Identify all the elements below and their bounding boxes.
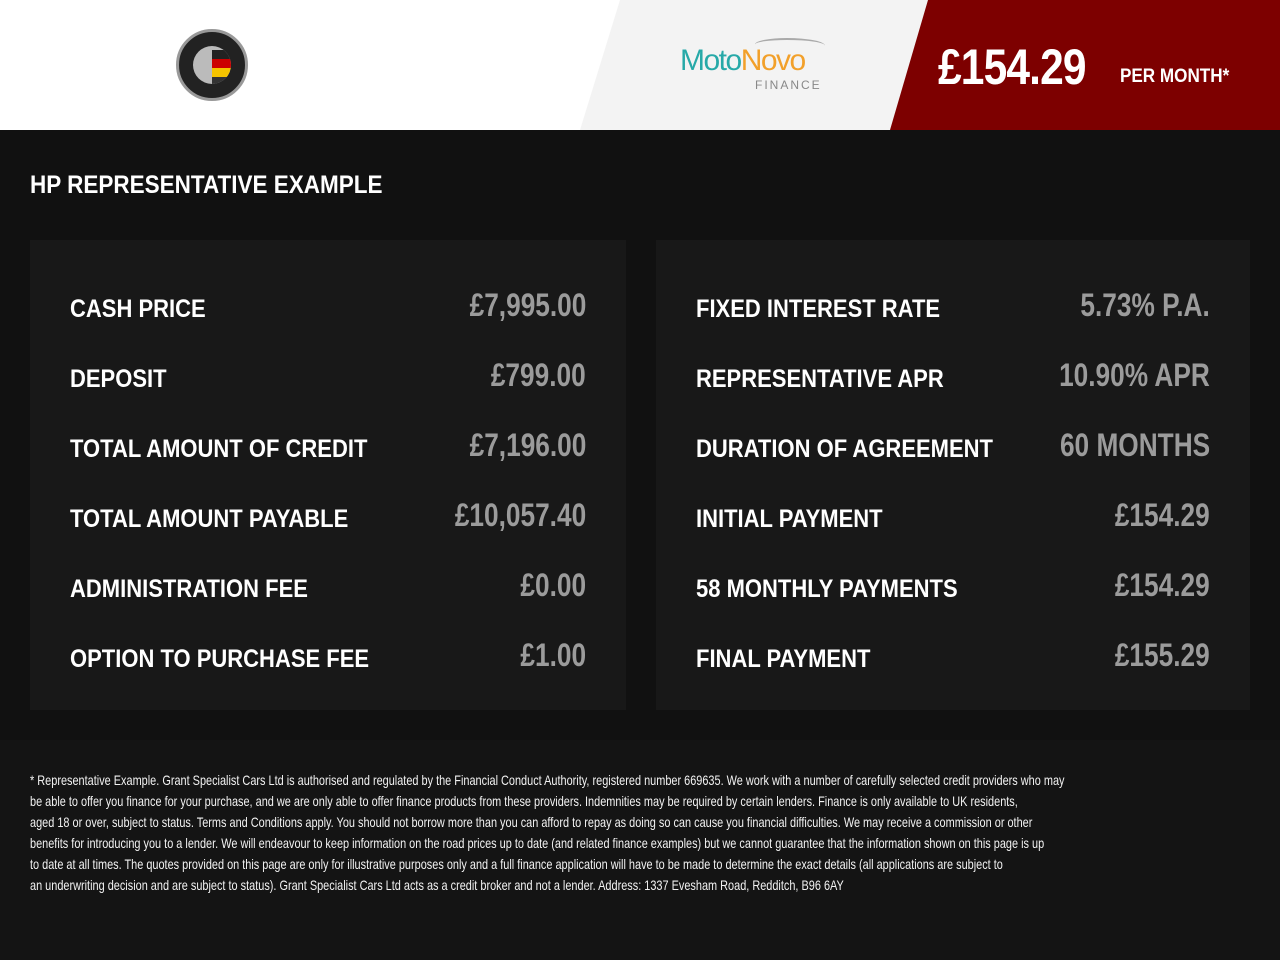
- finance-row: DEPOSIT £799.00: [70, 357, 586, 397]
- row-value: £154.29: [1115, 497, 1210, 533]
- row-value: £155.29: [1115, 637, 1210, 673]
- page-title: HP REPRESENTATIVE EXAMPLE: [30, 171, 383, 199]
- row-label: FINAL PAYMENT: [696, 645, 871, 673]
- finance-panel-left: CASH PRICE £7,995.00 DEPOSIT £799.00 TOTAL…: [30, 240, 626, 710]
- finance-row: OPTION TO PURCHASE FEE £1.00: [70, 637, 586, 677]
- finance-logo: MotoNovo: [680, 44, 807, 78]
- row-label: TOTAL AMOUNT PAYABLE: [70, 505, 349, 533]
- disclaimer-line: be able to offer you finance for your pu…: [30, 793, 1018, 809]
- finance-row: TOTAL AMOUNT PAYABLE £10,057.40: [70, 497, 586, 537]
- row-value: £799.00: [491, 357, 586, 393]
- row-value: £0.00: [520, 567, 586, 603]
- row-label: DEPOSIT: [70, 365, 167, 393]
- row-label: CASH PRICE: [70, 295, 206, 323]
- disclaimer-line: aged 18 or over, subject to status. Term…: [30, 814, 1033, 830]
- row-value: £154.29: [1115, 567, 1210, 603]
- dealer-logo: [176, 29, 248, 101]
- finance-row: INITIAL PAYMENT £154.29: [696, 497, 1210, 537]
- logo-novo: Novo: [740, 44, 807, 77]
- finance-logo-area: [580, 0, 940, 130]
- finance-row: ADMINISTRATION FEE £0.00: [70, 567, 586, 607]
- finance-row: REPRESENTATIVE APR 10.90% APR: [696, 357, 1210, 397]
- finance-panel-right: FIXED INTEREST RATE 5.73% P.A. REPRESENTA…: [656, 240, 1250, 710]
- logo-moto: Moto: [680, 44, 742, 77]
- disclaimer-line: an underwriting decision and are subject…: [30, 877, 844, 893]
- finance-row: CASH PRICE £7,995.00: [70, 287, 586, 327]
- row-label: FIXED INTEREST RATE: [696, 295, 941, 323]
- row-label: DURATION OF AGREEMENT: [696, 435, 993, 463]
- disclaimer-line: * Representative Example. Grant Speciali…: [30, 772, 1065, 788]
- row-label: OPTION TO PURCHASE FEE: [70, 645, 370, 673]
- per-month-label: PER MONTH*: [1120, 66, 1230, 87]
- logo-finance-sub: FINANCE: [755, 78, 822, 92]
- car-outline-icon: [755, 38, 825, 52]
- finance-row: 58 MONTHLY PAYMENTS £154.29: [696, 567, 1210, 607]
- row-value: £10,057.40: [454, 497, 586, 533]
- row-value: £1.00: [520, 637, 586, 673]
- row-value: £7,196.00: [469, 427, 586, 463]
- finance-row: FINAL PAYMENT £155.29: [696, 637, 1210, 677]
- footer: [0, 740, 1280, 960]
- finance-row: FIXED INTEREST RATE 5.73% P.A.: [696, 287, 1210, 327]
- row-label: ADMINISTRATION FEE: [70, 575, 308, 603]
- disclaimer-line: benefits for introducing you to a lender…: [30, 835, 1045, 851]
- row-value: 60 MONTHS: [1059, 427, 1210, 463]
- row-value: 5.73% P.A.: [1080, 287, 1210, 323]
- disclaimer-line: to date at all times. The quotes provide…: [30, 856, 1003, 872]
- row-label: TOTAL AMOUNT OF CREDIT: [70, 435, 368, 463]
- finance-row: TOTAL AMOUNT OF CREDIT £7,196.00: [70, 427, 586, 467]
- row-value: £7,995.00: [469, 287, 586, 323]
- finance-row: DURATION OF AGREEMENT 60 MONTHS: [696, 427, 1210, 467]
- row-value: 10.90% APR: [1059, 357, 1210, 393]
- disclaimer: * Representative Example. Grant Speciali…: [30, 770, 1280, 896]
- price-banner: [890, 0, 1280, 130]
- row-label: INITIAL PAYMENT: [696, 505, 883, 533]
- row-label: 58 MONTHLY PAYMENTS: [696, 575, 958, 603]
- row-label: REPRESENTATIVE APR: [696, 365, 944, 393]
- monthly-price: £154.29: [938, 39, 1087, 95]
